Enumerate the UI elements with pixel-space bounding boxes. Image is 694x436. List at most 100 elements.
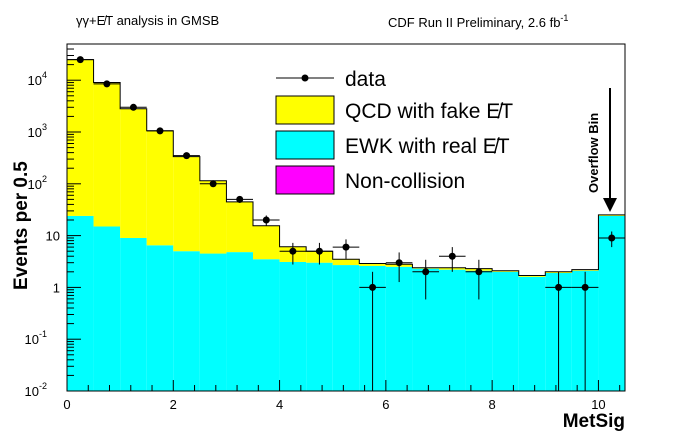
- hist-bar-ewk-17: [518, 276, 546, 391]
- x-tick-label-0: 0: [63, 397, 70, 412]
- data-marker-18: [608, 234, 616, 242]
- hist-bar-qcd-1: [93, 82, 121, 227]
- y-tick-label-4: 102: [28, 174, 47, 192]
- data-marker-10: [342, 243, 350, 251]
- data-marker-6: [236, 195, 244, 203]
- y-tick-label-0: 10-2: [25, 381, 47, 399]
- legend-swatch-noncollision: [275, 165, 335, 195]
- y-tick-label-5: 103: [28, 122, 47, 140]
- hist-bar-ewk-12: [385, 266, 413, 391]
- data-points: [67, 56, 625, 391]
- legend-swatch-ewk: [275, 130, 335, 160]
- hist-bar-ewk-10: [332, 265, 360, 391]
- data-point-3: [146, 127, 174, 135]
- hist-bar-qcd-3: [146, 130, 174, 246]
- data-marker-0: [76, 56, 84, 64]
- legend-label-ewk: EWK with real E̸T: [345, 135, 510, 158]
- y-tick-label-3: 10: [46, 229, 60, 244]
- hist-bar-ewk-9: [306, 262, 333, 391]
- data-point-16: [545, 271, 572, 391]
- hist-bar-qcd-5: [199, 180, 227, 254]
- hist-bar-ewk-6: [226, 252, 253, 391]
- hist-bar-ewk-8: [279, 261, 307, 391]
- y-tick-label-6: 104: [28, 70, 47, 88]
- y-tick-label-1: 10-1: [25, 329, 47, 347]
- legend-entry-ewk: EWK with real E̸T: [275, 130, 510, 160]
- legend: data QCD with fake E̸T EWK with real E̸T…: [275, 68, 513, 195]
- data-point-12: [385, 252, 413, 283]
- y-axis-label: Events per 0.5: [11, 161, 32, 290]
- hist-bar-qcd-17: [518, 275, 546, 277]
- data-point-0: [67, 56, 94, 64]
- header-left: γγ+E̸T analysis in GMSB: [76, 13, 219, 28]
- data-point-2: [120, 103, 147, 111]
- data-marker-1: [103, 80, 111, 88]
- stack-outline: [67, 59, 625, 391]
- hist-bar-qcd-2: [120, 108, 147, 238]
- hist-bar-ewk-7: [253, 259, 280, 391]
- data-marker-13: [422, 268, 430, 276]
- data-point-11: [359, 271, 386, 391]
- data-point-10: [332, 239, 360, 259]
- hist-bar-ewk-14: [439, 269, 466, 391]
- legend-data-marker: [301, 74, 309, 82]
- data-marker-16: [555, 283, 563, 291]
- data-point-9: [306, 242, 333, 265]
- data-point-17: [571, 271, 599, 391]
- hist-bar-qcd-4: [173, 156, 200, 252]
- x-axis-label: MetSig: [563, 411, 625, 432]
- data-point-7: [253, 215, 280, 226]
- x-tick-label-3: 6: [382, 397, 389, 412]
- axis-ticks: 0 2 4 6 8 10 10-2 10-1 1 10 102 103 104: [25, 43, 621, 412]
- hist-bar-ewk-4: [173, 251, 200, 391]
- data-marker-2: [129, 103, 137, 111]
- legend-entry-data: data: [276, 68, 386, 91]
- legend-label-data: data: [345, 68, 386, 91]
- data-marker-7: [262, 216, 270, 224]
- data-marker-17: [581, 283, 589, 291]
- legend-entry-noncollision: Non-collision: [275, 165, 465, 195]
- data-marker-15: [475, 268, 483, 276]
- hist-bar-qcd-16: [492, 270, 519, 272]
- x-tick-label-4: 8: [489, 397, 496, 412]
- data-marker-5: [209, 180, 217, 188]
- data-marker-4: [183, 152, 191, 160]
- legend-swatch-qcd: [275, 95, 335, 125]
- header-right: CDF Run II Preliminary, 2.6 fb-1: [388, 13, 568, 30]
- x-tick-label-2: 4: [276, 397, 283, 412]
- data-marker-14: [448, 252, 456, 260]
- hist-bar-qcd-19: [571, 269, 599, 271]
- data-point-4: [173, 152, 200, 160]
- x-tick-label-1: 2: [170, 397, 177, 412]
- data-point-18: [598, 231, 625, 248]
- hist-bar-ewk-2: [120, 237, 147, 391]
- hist-bar-ewk-16: [492, 271, 519, 391]
- data-point-5: [199, 180, 227, 188]
- hist-bar-qcd-20: [598, 214, 625, 216]
- hist-bar-ewk-1: [93, 226, 121, 391]
- data-point-14: [439, 247, 466, 272]
- data-marker-9: [315, 247, 323, 255]
- data-point-15: [465, 259, 493, 300]
- legend-label-qcd: QCD with fake E̸T: [345, 100, 513, 123]
- legend-entry-qcd: QCD with fake E̸T: [275, 95, 513, 125]
- hist-bar-qcd-7: [253, 225, 280, 260]
- data-point-13: [412, 259, 439, 300]
- overflow-arrow-head: [603, 198, 617, 212]
- hist-bar-qcd-10: [332, 259, 360, 266]
- data-marker-8: [289, 247, 297, 255]
- overflow-bin-label: Overflow Bin: [586, 113, 601, 193]
- data-point-8: [279, 242, 307, 265]
- hist-bar-ewk-5: [199, 253, 227, 391]
- data-marker-12: [395, 259, 403, 267]
- y-tick-label-2: 1: [53, 280, 60, 295]
- overflow-annotation: Overflow Bin: [586, 88, 617, 212]
- data-point-1: [93, 80, 121, 88]
- x-tick-label-5: 10: [591, 397, 605, 412]
- data-marker-3: [156, 127, 164, 135]
- hist-bar-qcd-6: [226, 201, 253, 253]
- hist-bar-qcd-11: [359, 263, 386, 266]
- plot-frame: [66, 43, 626, 392]
- hist-bar-ewk-3: [146, 245, 174, 391]
